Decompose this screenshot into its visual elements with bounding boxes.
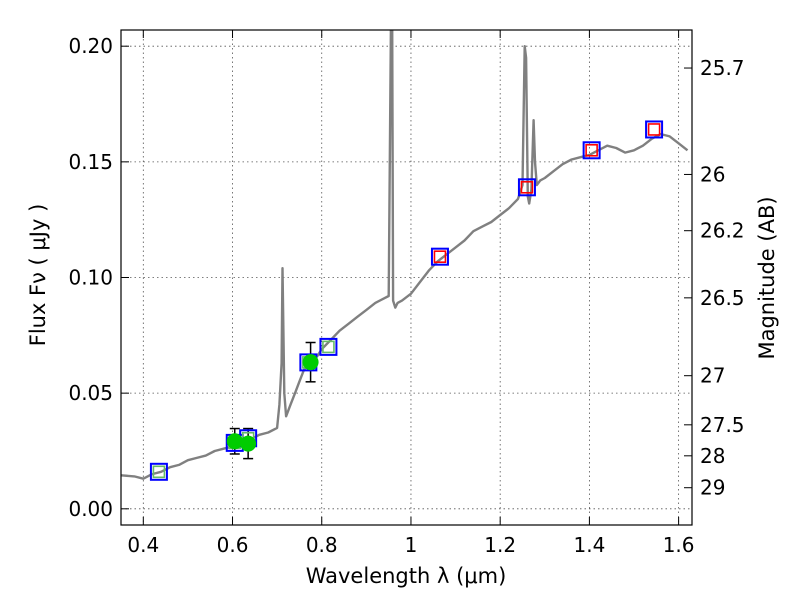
x-tick-label: 1: [405, 533, 418, 557]
model-square-red-outer: [645, 120, 664, 139]
model-square-red-outer: [517, 178, 536, 197]
model-square-green-outer: [149, 462, 168, 481]
y2-tick-label: 25.7: [700, 56, 745, 80]
spectrum-line: [121, 30, 689, 480]
x-tick-label: 1.4: [573, 533, 605, 557]
y2-tick-label: 26.5: [700, 286, 745, 310]
y-axis-label: Flux Fν ( μJy ): [26, 204, 50, 347]
x-tick-label: 0.8: [306, 533, 338, 557]
photometry-point: [240, 435, 257, 452]
y-tick-label: 0.15: [68, 150, 113, 174]
y2-tick-label: 26: [700, 162, 725, 186]
model-square-red-inner: [520, 180, 534, 194]
model-square-green-inner: [152, 465, 166, 479]
y2-tick-label: 27.5: [700, 413, 745, 437]
y-tick-label: 0.20: [68, 34, 113, 58]
y2-tick-label: 27: [700, 364, 725, 388]
marker-layer: [149, 120, 664, 481]
photometry-point: [226, 433, 243, 450]
x-axis-label: Wavelength λ (μm): [306, 564, 507, 588]
model-square-red-inner: [585, 143, 598, 157]
spectrum-layer: [121, 30, 689, 480]
x-tick-label: 0.6: [217, 533, 249, 557]
y-tick-label: 0.05: [68, 381, 113, 405]
model-square-green-inner: [322, 340, 335, 354]
model-square-red-outer: [430, 247, 449, 266]
model-square-red-inner: [647, 123, 661, 136]
y2-axis-label: Magnitude (AB): [755, 196, 779, 359]
y2-tick-label: 28: [700, 444, 725, 468]
x-tick-label: 0.4: [127, 533, 159, 557]
model-square-red-outer: [582, 141, 601, 160]
y-tick-label: 0.00: [68, 497, 113, 521]
y2-tick-label: 26.2: [700, 219, 745, 243]
x-tick-label: 1.6: [663, 533, 695, 557]
y-tick-label: 0.10: [68, 266, 113, 290]
x-tick-label: 1.2: [484, 533, 516, 557]
grid: [121, 30, 692, 525]
photometry-point: [302, 354, 319, 371]
model-square-red-inner: [433, 250, 447, 263]
axis-ticks: 0.4 0.6 0.8 1 1.2 1.4 1.6 0.00 0.05 0.10 0.15 0.20 2…: [68, 30, 745, 557]
model-square-green-outer: [319, 337, 338, 356]
y2-tick-label: 29: [700, 476, 725, 500]
